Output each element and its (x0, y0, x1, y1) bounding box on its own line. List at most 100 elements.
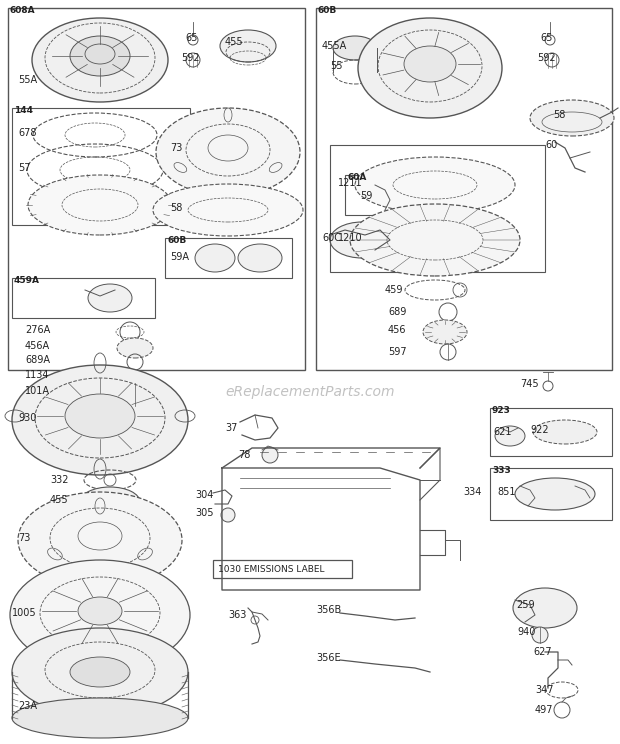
Text: 73: 73 (18, 533, 30, 543)
Text: 356E: 356E (316, 653, 340, 663)
Text: 851: 851 (497, 487, 515, 497)
Text: 497: 497 (535, 705, 554, 715)
Text: 455A: 455A (322, 41, 347, 51)
Bar (490, 468, 612, 520)
Text: 60A: 60A (347, 173, 366, 182)
Text: 455: 455 (50, 495, 69, 505)
Text: 60B: 60B (318, 6, 337, 15)
Bar (165, 238, 292, 278)
Ellipse shape (220, 30, 276, 62)
Text: 592: 592 (537, 53, 556, 63)
Ellipse shape (358, 18, 502, 118)
Text: 305: 305 (195, 508, 213, 518)
Ellipse shape (530, 100, 614, 136)
Text: 1005: 1005 (12, 608, 37, 618)
Ellipse shape (355, 157, 515, 213)
Ellipse shape (515, 478, 595, 510)
Bar (330, 145, 545, 272)
Text: 1211: 1211 (338, 178, 363, 188)
Ellipse shape (423, 320, 467, 344)
Bar (213, 560, 352, 578)
Text: 621: 621 (493, 427, 512, 437)
Text: 333: 333 (492, 466, 511, 475)
Circle shape (221, 508, 235, 522)
Text: 332: 332 (50, 475, 68, 485)
Text: 923: 923 (492, 406, 511, 415)
Ellipse shape (495, 426, 525, 446)
Text: 59: 59 (360, 191, 373, 201)
Ellipse shape (153, 184, 303, 236)
Text: 592: 592 (181, 53, 200, 63)
Text: 37: 37 (225, 423, 237, 433)
Bar (12, 108, 190, 225)
Text: 59A: 59A (170, 252, 189, 262)
Ellipse shape (78, 597, 122, 625)
Text: 459: 459 (385, 285, 404, 295)
Text: 356B: 356B (316, 605, 341, 615)
Text: 276A: 276A (25, 325, 50, 335)
Text: 456A: 456A (25, 341, 50, 351)
Text: 65: 65 (185, 33, 197, 43)
Text: 1210: 1210 (338, 233, 363, 243)
Circle shape (382, 190, 398, 206)
Ellipse shape (117, 338, 153, 358)
Text: 60C: 60C (322, 233, 341, 243)
Ellipse shape (70, 36, 130, 76)
Text: 922: 922 (530, 425, 549, 435)
Ellipse shape (12, 698, 188, 738)
Text: 347: 347 (535, 685, 554, 695)
Text: 144: 144 (14, 106, 33, 115)
Text: 55: 55 (330, 61, 342, 71)
Text: 101A: 101A (25, 386, 50, 396)
Ellipse shape (195, 244, 235, 272)
Text: 60B: 60B (167, 236, 186, 245)
Ellipse shape (238, 244, 282, 272)
Text: 940: 940 (517, 627, 536, 637)
Ellipse shape (330, 222, 394, 258)
Bar (8, 8, 305, 370)
Text: 597: 597 (388, 347, 407, 357)
Text: 627: 627 (533, 647, 552, 657)
Ellipse shape (156, 108, 300, 196)
Text: 334: 334 (463, 487, 481, 497)
Text: 65: 65 (540, 33, 552, 43)
Text: 73: 73 (170, 143, 182, 153)
Text: 57: 57 (18, 163, 30, 173)
Ellipse shape (404, 46, 456, 82)
Text: 363: 363 (228, 610, 246, 620)
Bar (490, 408, 612, 456)
Text: 23A: 23A (18, 701, 37, 711)
Circle shape (532, 627, 548, 643)
Text: 456: 456 (388, 325, 407, 335)
Text: 930: 930 (18, 413, 37, 423)
Ellipse shape (28, 175, 172, 235)
Text: 58: 58 (553, 110, 565, 120)
Text: 608A: 608A (10, 6, 35, 15)
Text: 455: 455 (225, 37, 244, 47)
Text: 60: 60 (545, 140, 557, 150)
Ellipse shape (350, 204, 520, 276)
Text: 55A: 55A (18, 75, 37, 85)
Text: 1030 EMISSIONS LABEL: 1030 EMISSIONS LABEL (218, 565, 324, 574)
Ellipse shape (12, 365, 188, 475)
Ellipse shape (70, 657, 130, 687)
Ellipse shape (533, 420, 597, 444)
Text: 689A: 689A (25, 355, 50, 365)
Text: 1134: 1134 (25, 370, 50, 380)
Ellipse shape (32, 18, 168, 102)
Text: 58: 58 (170, 203, 182, 213)
Ellipse shape (333, 36, 377, 60)
Ellipse shape (88, 284, 132, 312)
Bar (345, 175, 415, 215)
Ellipse shape (12, 628, 188, 716)
Text: 678: 678 (18, 128, 37, 138)
Text: 459A: 459A (14, 276, 40, 285)
Text: 259: 259 (516, 600, 534, 610)
Ellipse shape (80, 487, 140, 517)
Text: 689: 689 (388, 307, 406, 317)
Text: 78: 78 (238, 450, 250, 460)
Text: eReplacementParts.com: eReplacementParts.com (225, 385, 395, 399)
Bar (12, 278, 155, 318)
Text: 745: 745 (520, 379, 539, 389)
Ellipse shape (513, 588, 577, 628)
